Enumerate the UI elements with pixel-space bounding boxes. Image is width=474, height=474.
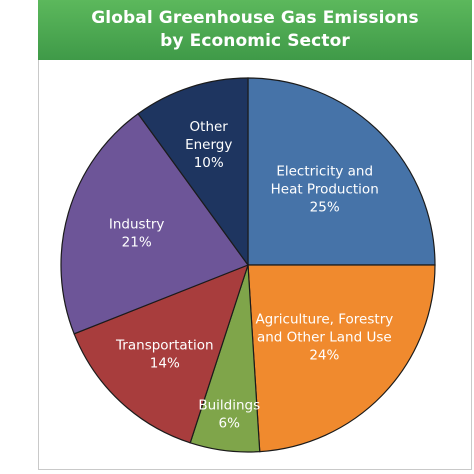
slice-category-label: Agriculture, Forestry xyxy=(255,312,393,328)
slice-value-label: 14% xyxy=(150,356,180,372)
slice-category-label: Energy xyxy=(185,137,232,153)
chart-title: Global Greenhouse Gas Emissions by Econo… xyxy=(38,0,472,60)
slice-category-label: Transportation xyxy=(115,338,213,354)
slice-category-label: Electricity and xyxy=(276,163,373,179)
slice-value-label: 21% xyxy=(122,235,152,251)
slice-category-label: Industry xyxy=(109,217,165,233)
slice-value-label: 6% xyxy=(219,415,241,431)
slice-category-label: Other xyxy=(190,119,229,135)
pie-slice xyxy=(247,264,436,453)
slice-value-label: 10% xyxy=(194,155,224,171)
slice-category-label: Buildings xyxy=(198,397,260,413)
pie-slice xyxy=(60,112,249,335)
slice-label: Transportation 14% xyxy=(115,338,213,372)
chart-title-line-1: Global Greenhouse Gas Emissions xyxy=(91,8,419,28)
slice-label: Industry 21% xyxy=(109,217,165,251)
slice-value-label: 24% xyxy=(309,348,339,364)
pie-slice xyxy=(247,77,436,266)
slice-label: Electricity and Heat Production 25% xyxy=(271,163,379,215)
slice-label: Agriculture, Forestry and Other Land Use 2… xyxy=(255,312,393,364)
slice-label: Buildings 6% xyxy=(198,397,260,431)
slice-category-label: Heat Production xyxy=(271,181,379,197)
chart-title-line-2: by Economic Sector xyxy=(160,31,350,51)
slice-category-label: and Other Land Use xyxy=(257,330,392,346)
slice-value-label: 25% xyxy=(310,199,340,215)
pie-slice xyxy=(137,77,249,267)
slice-label: Other Energy 10% xyxy=(185,119,232,171)
pie-slice xyxy=(73,263,249,444)
